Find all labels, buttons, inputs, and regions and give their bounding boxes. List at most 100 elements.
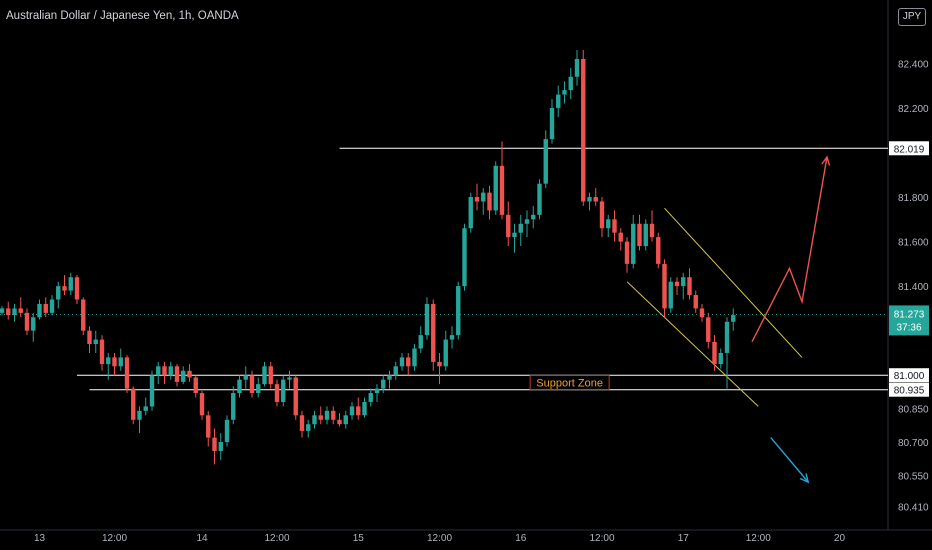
candle-body xyxy=(493,165,498,211)
candle-body xyxy=(368,393,373,402)
candle-body xyxy=(481,192,486,202)
candle-body xyxy=(281,379,286,402)
candle-body xyxy=(456,286,461,336)
candle-body xyxy=(512,232,517,238)
candle-body xyxy=(262,366,267,385)
level-tag xyxy=(889,141,929,156)
x-tick-label: 16 xyxy=(515,533,527,544)
candle-body xyxy=(299,415,305,431)
y-tick-label: 81.600 xyxy=(898,238,929,249)
candle-body xyxy=(18,308,23,313)
candle-body xyxy=(693,295,698,309)
candle-body xyxy=(224,419,230,443)
candle-body xyxy=(56,286,61,300)
candle-body xyxy=(437,361,442,367)
x-tick-label: 12:00 xyxy=(589,533,614,544)
projection-up-path xyxy=(751,156,828,343)
candle-body xyxy=(656,237,661,264)
candle-body xyxy=(131,388,136,420)
candle-body xyxy=(231,393,236,420)
candle-body xyxy=(543,139,548,184)
candle-body xyxy=(612,219,617,233)
current-price-tag xyxy=(889,305,929,336)
candle-body xyxy=(187,370,192,378)
candle-body xyxy=(662,263,667,309)
candle-body xyxy=(324,410,330,420)
candle-body xyxy=(643,223,648,247)
candle-body xyxy=(631,223,636,264)
x-tick-label: 13 xyxy=(34,533,46,544)
candle-body xyxy=(418,335,423,349)
candle-body xyxy=(449,335,455,340)
candle-body xyxy=(699,308,705,318)
candle-body xyxy=(537,183,542,215)
candle-body xyxy=(712,341,717,365)
x-tick-label: 12:00 xyxy=(427,533,452,544)
y-tick-label: 82.400 xyxy=(898,59,929,70)
candle-body xyxy=(562,90,567,95)
candle-body xyxy=(0,308,5,313)
candle-body xyxy=(237,379,242,394)
candle-body xyxy=(218,442,223,451)
candle-body xyxy=(274,384,280,402)
candle-body xyxy=(93,339,98,345)
candle-body xyxy=(193,377,198,394)
candle-body xyxy=(106,357,111,365)
candle-body xyxy=(137,410,142,420)
candle-body xyxy=(618,232,623,242)
candle-body xyxy=(399,357,405,367)
candle-body xyxy=(574,58,580,77)
y-tick-label: 81.400 xyxy=(898,282,929,293)
candle-body xyxy=(599,201,605,229)
y-tick-label: 80.410 xyxy=(898,503,929,514)
candle-body xyxy=(181,370,186,382)
candle-body xyxy=(581,58,586,202)
candle-body xyxy=(518,223,523,233)
candle-body xyxy=(506,214,511,238)
y-tick-label: 80.550 xyxy=(898,471,929,482)
candle-body xyxy=(293,377,298,416)
candle-body xyxy=(162,366,167,376)
candle-body xyxy=(118,357,123,367)
candle-body xyxy=(62,286,67,291)
candle-body xyxy=(31,317,36,331)
level-tag-label: 81.000 xyxy=(894,371,925,382)
candle-body xyxy=(568,76,573,91)
candle-body xyxy=(649,223,655,238)
projection-down-arrowhead xyxy=(799,473,810,484)
candle-body xyxy=(549,107,555,140)
x-tick-label: 20 xyxy=(834,533,846,544)
x-tick-label: 15 xyxy=(353,533,365,544)
candle-body xyxy=(474,197,480,202)
x-tick-label: 17 xyxy=(678,533,690,544)
candle-body xyxy=(393,366,398,376)
bar-countdown: 37:36 xyxy=(896,322,921,333)
candle-body xyxy=(343,415,348,425)
candle-body xyxy=(387,375,392,380)
candle-body xyxy=(199,393,205,416)
candle-body xyxy=(624,241,630,264)
current-price-value: 81.273 xyxy=(894,309,925,320)
candle-body xyxy=(731,315,736,322)
projection-down-path xyxy=(770,437,809,483)
candle-body xyxy=(462,228,467,287)
y-tick-label: 80.700 xyxy=(898,438,929,449)
candle-body xyxy=(468,197,473,229)
y-tick-label: 82.200 xyxy=(898,104,929,115)
candle-body xyxy=(331,410,336,420)
candle-body xyxy=(593,197,598,202)
candle-body xyxy=(724,321,730,353)
candle-body xyxy=(149,375,155,407)
candle-body xyxy=(406,357,411,367)
candle-body xyxy=(249,375,255,394)
y-tick-label: 80.850 xyxy=(898,405,929,416)
candle-body xyxy=(668,281,673,309)
currency-button[interactable]: JPY xyxy=(898,8,926,26)
level-tag xyxy=(889,382,929,397)
chart-title: Australian Dollar / Japanese Yen, 1h, OA… xyxy=(6,10,239,22)
candle-body xyxy=(268,366,273,385)
candle-body xyxy=(499,165,505,215)
candle-body xyxy=(424,303,430,336)
candle-body xyxy=(156,366,161,376)
